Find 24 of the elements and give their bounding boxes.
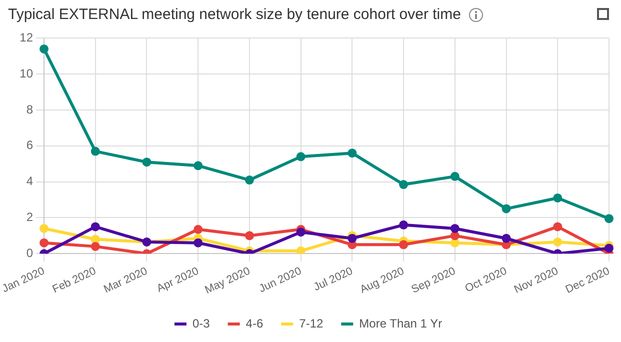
x-tick-label: Apr 2020	[155, 265, 201, 295]
x-tick-label: Mar 2020	[102, 265, 150, 296]
chart-title: Typical EXTERNAL meeting network size by tenure cohort over time	[8, 6, 461, 23]
y-tick-label: 6	[26, 138, 34, 152]
x-tick-label: Dec 2020	[564, 265, 612, 296]
x-tick-label: Jun 2020	[257, 265, 304, 296]
y-tick-label: 8	[26, 102, 34, 116]
y-tick-label: 2	[26, 210, 34, 224]
legend-label: More Than 1 Yr	[359, 316, 442, 330]
x-tick-label: Jul 2020	[312, 265, 355, 294]
x-tick-label: Jan 2020	[0, 265, 47, 296]
x-tick-label: Aug 2020	[358, 265, 406, 296]
x-tick-label: Sep 2020	[410, 265, 458, 296]
y-tick-label: 4	[26, 174, 34, 188]
y-tick-label: 0	[26, 246, 34, 260]
x-tick-label: Feb 2020	[50, 265, 98, 296]
y-tick-label: 12	[20, 30, 34, 45]
x-tick-label: Oct 2020	[463, 265, 509, 295]
legend-label: 7-12	[299, 316, 324, 330]
x-tick-label: May 2020	[203, 265, 252, 296]
legend-label: 0-3	[192, 316, 210, 330]
y-tick-label: 10	[20, 66, 34, 80]
x-tick-label: Nov 2020	[512, 265, 560, 296]
legend-label: 4-6	[246, 316, 264, 330]
